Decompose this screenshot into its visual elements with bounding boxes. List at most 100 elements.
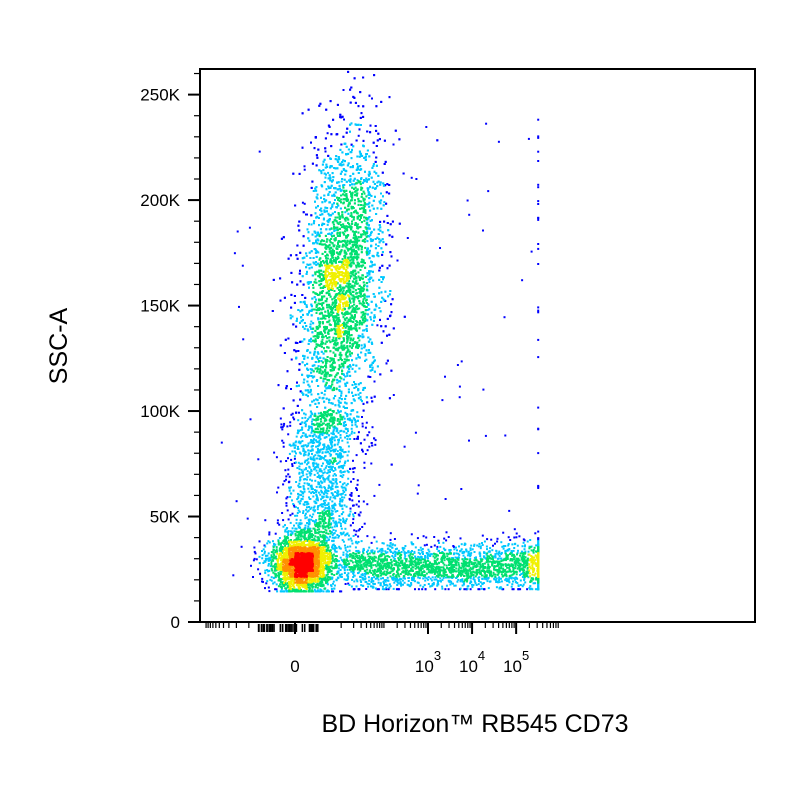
data-point bbox=[381, 264, 384, 267]
data-point bbox=[376, 185, 379, 188]
data-point bbox=[310, 314, 313, 317]
data-point bbox=[378, 269, 381, 272]
data-point bbox=[372, 165, 375, 167]
data-point bbox=[336, 103, 339, 106]
data-point bbox=[352, 459, 354, 462]
data-point bbox=[369, 316, 372, 319]
data-point bbox=[432, 583, 435, 586]
data-point bbox=[297, 309, 300, 311]
data-point bbox=[345, 131, 348, 134]
data-point bbox=[291, 532, 294, 535]
data-point bbox=[463, 588, 466, 591]
data-point bbox=[325, 536, 328, 539]
data-point bbox=[352, 513, 355, 516]
data-point bbox=[318, 483, 321, 486]
data-point bbox=[506, 556, 509, 559]
data-point bbox=[343, 464, 346, 467]
data-point bbox=[291, 412, 294, 415]
data-point bbox=[306, 380, 309, 383]
data-point bbox=[321, 496, 324, 499]
data-point bbox=[312, 286, 315, 289]
data-point bbox=[279, 299, 282, 302]
data-point bbox=[335, 478, 338, 481]
data-point bbox=[482, 388, 485, 391]
data-point bbox=[309, 425, 312, 428]
data-point bbox=[310, 393, 313, 396]
data-point bbox=[327, 193, 330, 196]
data-point bbox=[316, 242, 319, 245]
data-point bbox=[310, 472, 313, 475]
data-point bbox=[377, 233, 380, 235]
data-point bbox=[318, 439, 321, 442]
data-point bbox=[358, 339, 361, 342]
data-point bbox=[346, 413, 349, 416]
data-point bbox=[307, 329, 310, 332]
data-point bbox=[313, 521, 316, 524]
data-point bbox=[308, 374, 311, 377]
data-point bbox=[509, 553, 512, 555]
data-point bbox=[274, 532, 277, 535]
data-point bbox=[537, 247, 540, 250]
data-point bbox=[301, 440, 304, 443]
data-point bbox=[356, 483, 359, 486]
data-point bbox=[464, 556, 466, 559]
data-point bbox=[473, 543, 476, 546]
data-point bbox=[327, 471, 330, 474]
data-point bbox=[465, 548, 468, 551]
data-point bbox=[506, 548, 509, 551]
data-point bbox=[270, 576, 273, 579]
data-point bbox=[317, 385, 320, 387]
data-point bbox=[396, 553, 399, 556]
data-point bbox=[310, 303, 313, 306]
data-point bbox=[379, 202, 382, 205]
data-point bbox=[375, 540, 378, 543]
data-point bbox=[292, 323, 295, 326]
data-point bbox=[380, 199, 383, 202]
data-point bbox=[322, 430, 324, 433]
data-point bbox=[351, 499, 354, 502]
data-point bbox=[332, 532, 335, 535]
data-point bbox=[534, 582, 537, 585]
data-point bbox=[325, 496, 328, 498]
data-point bbox=[483, 588, 486, 591]
data-point bbox=[370, 578, 373, 581]
data-point bbox=[386, 576, 389, 579]
data-point bbox=[376, 254, 379, 257]
data-point bbox=[304, 413, 307, 416]
data-point bbox=[389, 549, 392, 552]
data-point bbox=[325, 397, 328, 400]
data-point bbox=[305, 305, 308, 308]
data-point bbox=[357, 535, 360, 538]
data-point bbox=[359, 442, 362, 445]
data-point bbox=[357, 572, 359, 575]
data-point bbox=[425, 126, 428, 128]
data-point bbox=[353, 438, 356, 440]
data-point bbox=[345, 519, 347, 522]
data-point bbox=[370, 232, 373, 234]
data-point bbox=[395, 574, 398, 577]
data-point bbox=[264, 571, 267, 574]
data-point bbox=[427, 548, 430, 551]
data-point bbox=[537, 452, 540, 455]
data-point bbox=[397, 557, 400, 560]
data-point bbox=[427, 578, 429, 581]
data-point bbox=[313, 399, 315, 402]
data-point bbox=[524, 544, 526, 547]
data-point bbox=[353, 467, 356, 470]
data-point bbox=[285, 537, 288, 540]
data-point bbox=[313, 418, 316, 421]
data-point bbox=[334, 504, 337, 507]
data-point bbox=[508, 577, 511, 580]
data-point bbox=[317, 523, 320, 526]
data-point bbox=[315, 154, 318, 157]
data-point bbox=[314, 414, 317, 417]
data-point bbox=[342, 163, 345, 166]
data-point bbox=[332, 590, 335, 593]
data-point bbox=[337, 409, 339, 412]
data-point bbox=[331, 205, 334, 208]
data-point bbox=[494, 556, 497, 559]
data-point bbox=[348, 368, 351, 370]
data-point bbox=[302, 478, 305, 481]
data-point bbox=[311, 589, 314, 592]
data-point bbox=[311, 331, 314, 334]
